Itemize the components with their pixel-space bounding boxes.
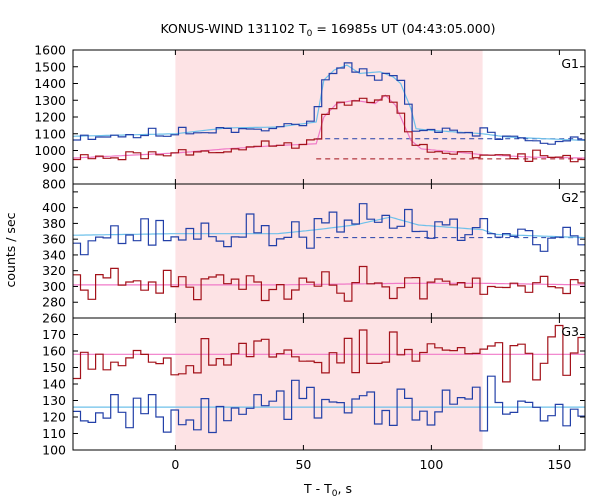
y-axis-label: counts / sec: [3, 212, 18, 287]
y-tick-label: 140: [42, 377, 66, 392]
x-tick-label: 0: [171, 457, 179, 472]
shaded-interval: [175, 50, 483, 184]
data-layer: [72, 62, 586, 434]
x-axis-label: T - T0, s: [303, 481, 352, 499]
y-tick-label: 1300: [34, 93, 66, 108]
chart-title: KONUS-WIND 131102 T0 = 16985s UT (04:43:…: [160, 21, 495, 39]
y-tick-label: 120: [42, 410, 66, 425]
y-tick-label: 280: [42, 295, 66, 310]
shaded-interval-layer: [175, 50, 483, 450]
y-tick-label: 320: [42, 263, 66, 278]
fit-curve: [73, 216, 586, 239]
count-rate-histogram: [73, 265, 585, 302]
y-tick-label: 360: [42, 232, 66, 247]
y-tick-label: 380: [42, 216, 66, 231]
y-tick-label: 1100: [34, 126, 66, 141]
y-tick-label: 340: [42, 247, 66, 262]
y-tick-label: 1000: [34, 143, 66, 158]
x-tick-label: 150: [547, 457, 571, 472]
y-tick-label: 160: [42, 344, 66, 359]
y-tick-label: 400: [42, 200, 66, 215]
y-tick-label: 170: [42, 327, 66, 342]
y-tick-label: 260: [42, 311, 66, 326]
panel-label: G2: [561, 190, 579, 205]
shaded-interval: [175, 318, 483, 450]
y-tick-label: 150: [42, 360, 66, 375]
y-tick-label: 800: [42, 177, 66, 192]
axes-layer: 8009001000110012001300140015001600G12602…: [34, 43, 586, 472]
shaded-interval: [175, 184, 483, 318]
count-rate-histogram: [73, 62, 585, 145]
count-rate-histogram: [73, 203, 585, 256]
y-tick-label: 1600: [34, 43, 66, 58]
count-rate-histogram: [73, 324, 585, 383]
y-tick-label: 1500: [34, 59, 66, 74]
y-tick-label: 110: [42, 426, 66, 441]
count-rate-histogram: [73, 95, 585, 163]
x-tick-label: 100: [419, 457, 443, 472]
y-tick-label: 130: [42, 393, 66, 408]
y-tick-label: 900: [42, 160, 66, 175]
count-rate-histogram: [73, 375, 585, 434]
panel-label: G3: [561, 324, 579, 339]
panel-label: G1: [561, 56, 579, 71]
y-tick-label: 1400: [34, 76, 66, 91]
y-tick-label: 100: [42, 443, 66, 458]
y-tick-label: 1200: [34, 110, 66, 125]
y-tick-label: 300: [42, 279, 66, 294]
x-tick-label: 50: [295, 457, 311, 472]
